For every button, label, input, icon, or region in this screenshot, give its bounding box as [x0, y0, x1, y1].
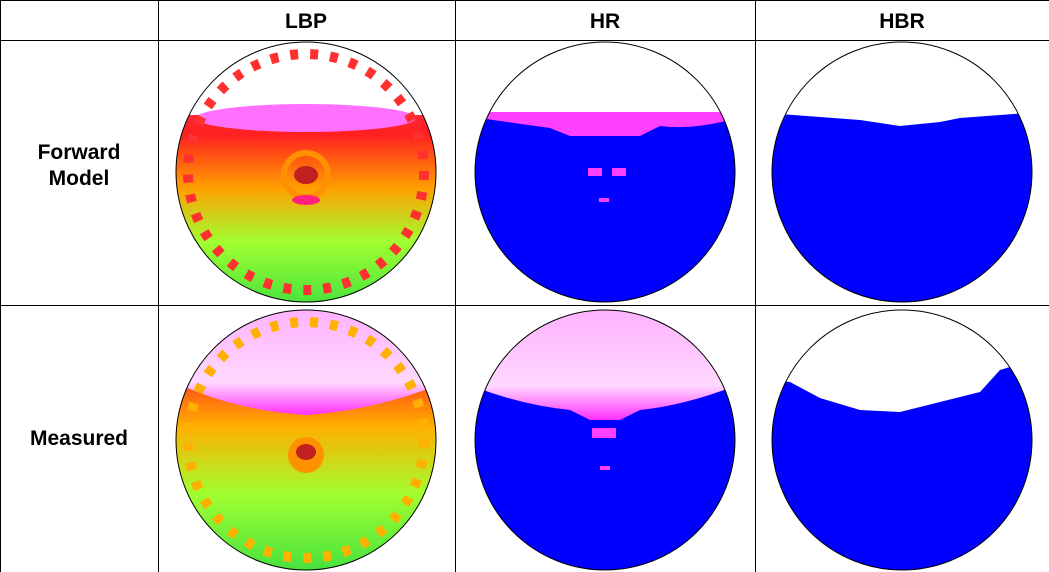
column-header: HBR — [879, 10, 925, 33]
pattern-image — [170, 40, 450, 310]
pattern-image — [170, 306, 450, 572]
column-header: HR — [590, 10, 620, 33]
column-header: LBP — [285, 10, 327, 33]
row-header-cell: Forward Model — [5, 140, 153, 210]
row-header-cell: Measured — [5, 426, 153, 466]
figure-table: LBP HR HBR Forward Model Measured — [0, 0, 1049, 572]
row-header: Forward Model — [5, 140, 153, 192]
page: LBP HR HBR Forward Model Measured — [0, 0, 1049, 572]
pattern-image — [770, 40, 1049, 310]
row-header: Measured — [5, 426, 153, 452]
pattern-image — [470, 306, 750, 572]
